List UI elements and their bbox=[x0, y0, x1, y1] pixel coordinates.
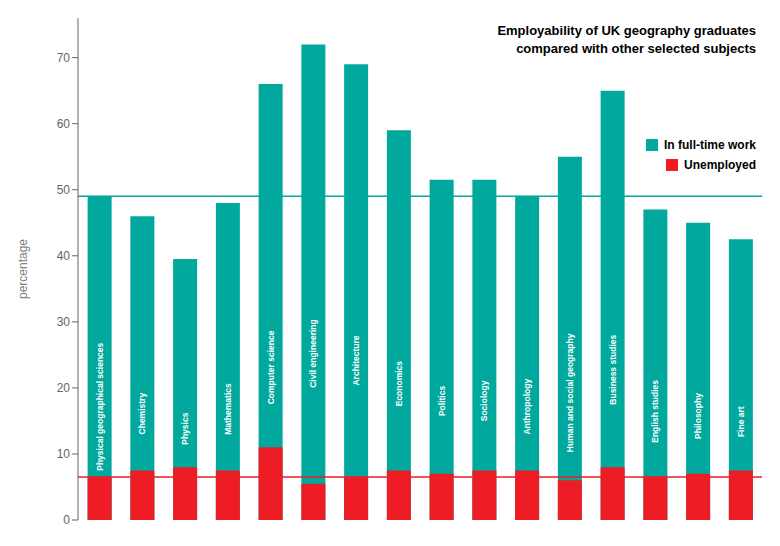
svg-text:Business studies: Business studies bbox=[608, 335, 618, 405]
svg-text:English studies: English studies bbox=[650, 380, 660, 443]
svg-text:Politics: Politics bbox=[437, 386, 447, 417]
svg-text:Civil engineering: Civil engineering bbox=[308, 319, 318, 388]
html-text:In full-time work: In full-time work bbox=[664, 138, 756, 153]
svg-text:10: 10 bbox=[57, 447, 71, 461]
svg-text:Chemistry: Chemistry bbox=[137, 393, 147, 435]
svg-text:Anthropology: Anthropology bbox=[522, 379, 532, 435]
svg-text:Physical geographical sciences: Physical geographical sciences bbox=[95, 342, 105, 470]
svg-text:Economics: Economics bbox=[394, 361, 404, 407]
svg-text:60: 60 bbox=[57, 117, 71, 131]
svg-text:50: 50 bbox=[57, 183, 71, 197]
svg-text:percentage: percentage bbox=[16, 239, 30, 299]
svg-text:20: 20 bbox=[57, 381, 71, 395]
svg-text:Computer science: Computer science bbox=[266, 330, 276, 404]
html-text:Employability of UK geography: Employability of UK geography graduates bbox=[497, 23, 756, 38]
svg-text:Human and social geography: Human and social geography bbox=[565, 333, 575, 452]
svg-text:Physics: Physics bbox=[180, 412, 190, 444]
svg-text:Mathematics: Mathematics bbox=[223, 383, 233, 435]
svg-text:30: 30 bbox=[57, 315, 71, 329]
svg-text:40: 40 bbox=[57, 249, 71, 263]
html-text:Unemployed: Unemployed bbox=[684, 158, 756, 173]
svg-text:0: 0 bbox=[63, 513, 70, 527]
svg-text:70: 70 bbox=[57, 51, 71, 65]
svg-text:Sociology: Sociology bbox=[479, 380, 489, 421]
svg-text:Architecture: Architecture bbox=[351, 335, 361, 385]
svg-text:Philosophy: Philosophy bbox=[693, 393, 703, 439]
html-text:compared with other selected s: compared with other selected subjects bbox=[516, 41, 756, 57]
svg-text:Fine art: Fine art bbox=[736, 406, 746, 437]
